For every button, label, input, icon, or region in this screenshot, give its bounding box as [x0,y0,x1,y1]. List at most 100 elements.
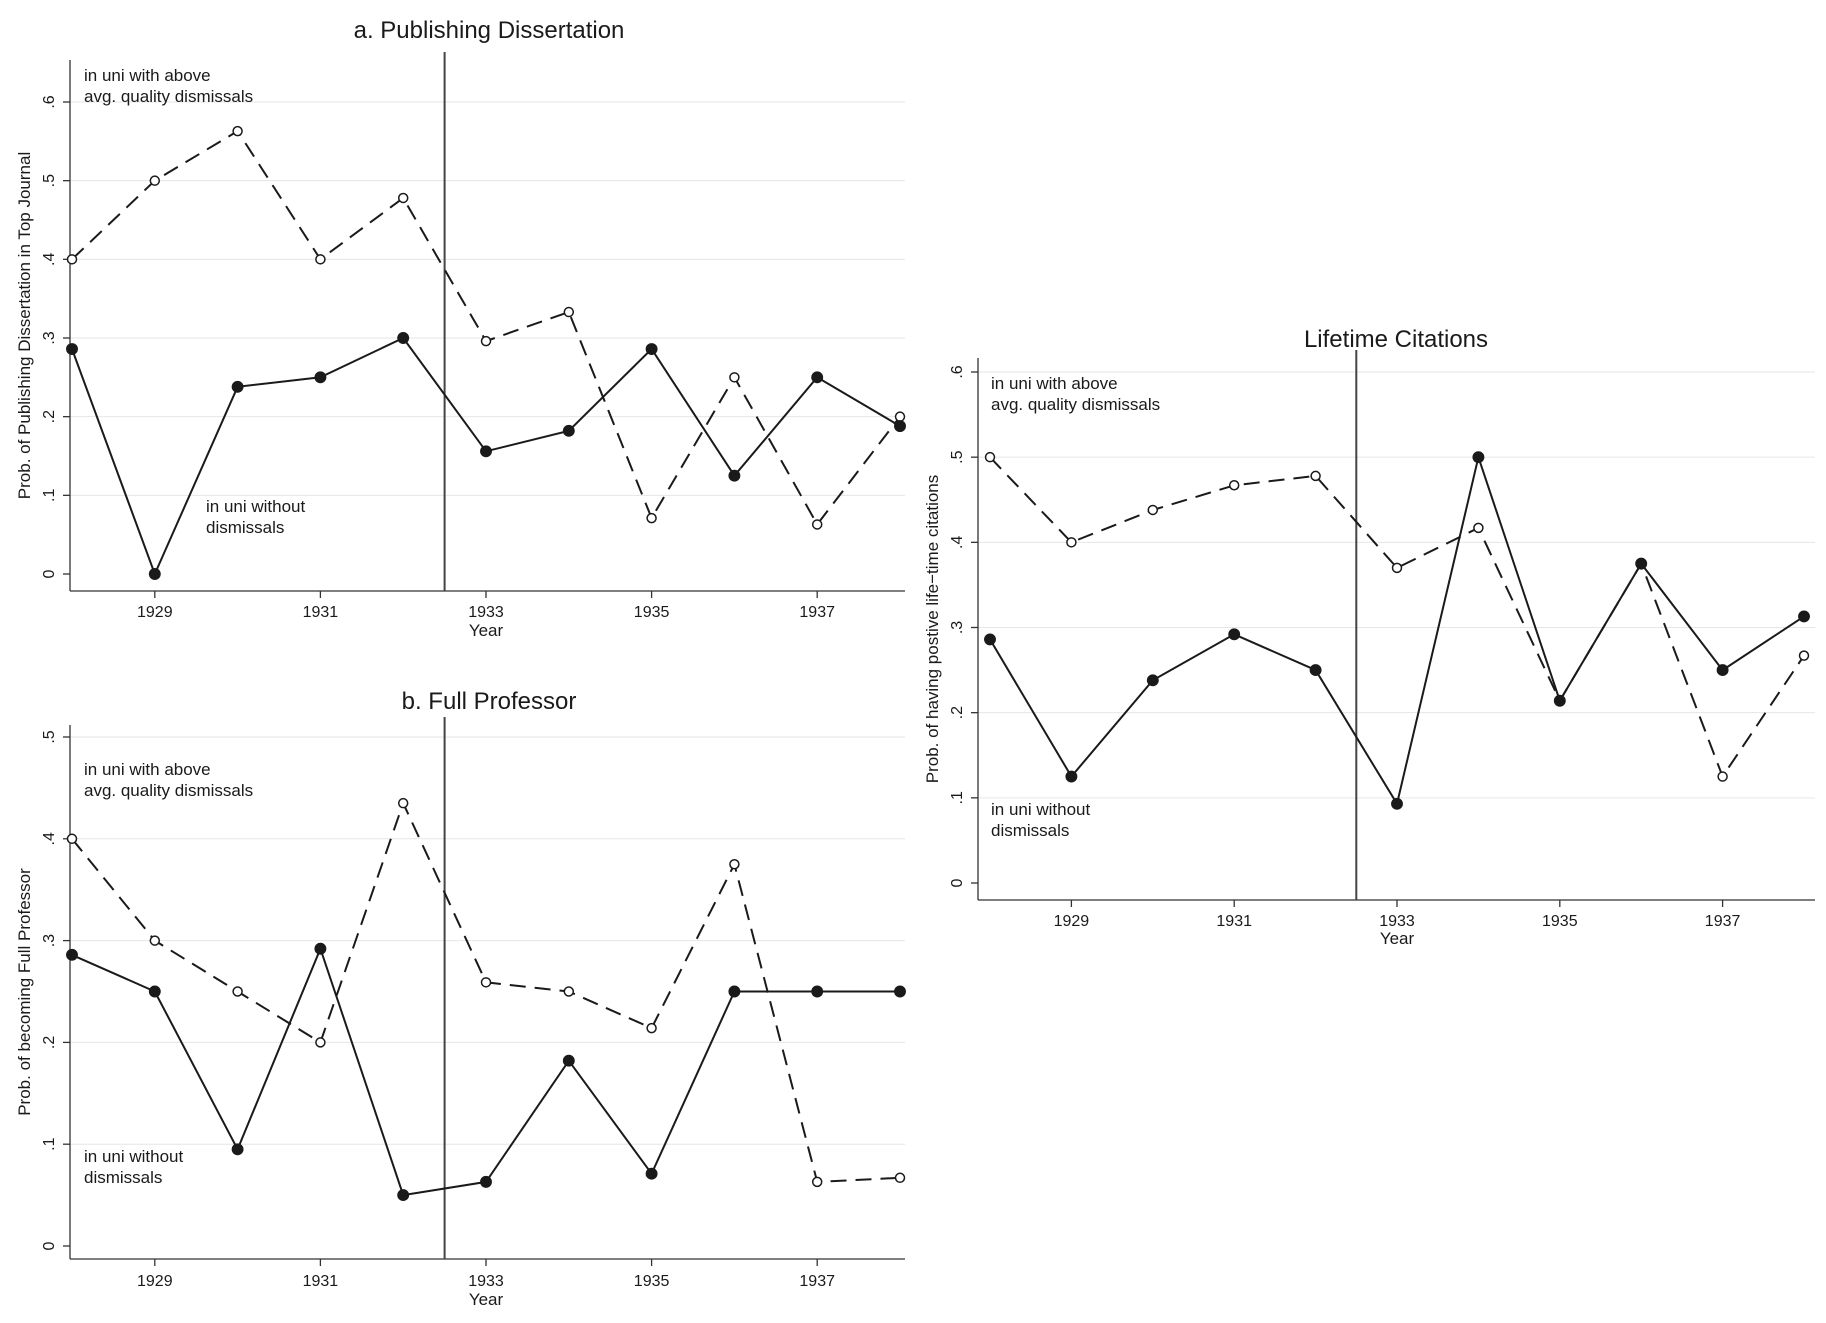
annotation-no-dismissals: in uni without [206,497,306,516]
annotation-dismissals: in uni with above [84,66,211,85]
data-point-no-dismissals [1553,694,1566,707]
data-point-no-dismissals [562,1054,575,1067]
y-axis-title: Prob. of having postive life−time citati… [923,475,942,784]
y-tick-label: .6 [41,95,58,108]
x-axis-title: Year [469,1290,504,1309]
data-point-dismissals [1473,522,1484,534]
data-point-no-dismissals [645,343,658,355]
y-tick-label: .4 [41,832,58,845]
data-point-no-dismissals [645,1167,658,1180]
data-point-no-dismissals [1228,628,1241,641]
data-point-dismissals [66,254,78,265]
y-tick-label: .1 [41,1137,58,1150]
annotation-dismissals: in uni with above [84,760,211,779]
data-point-dismissals [563,986,575,997]
data-point-dismissals [894,411,906,422]
y-tick-label: 0 [41,1241,58,1250]
data-point-no-dismissals [1716,664,1729,677]
x-tick-label: 1935 [634,604,670,621]
data-point-dismissals [232,125,243,137]
data-point-dismissals [480,977,492,988]
data-point-dismissals [149,935,161,946]
y-tick-label: .3 [41,934,58,947]
data-point-no-dismissals [1146,674,1159,687]
data-point-no-dismissals [1309,664,1322,677]
x-tick-label: 1931 [1216,913,1252,930]
x-tick-label: 1937 [799,604,835,621]
annotation-no-dismissals: in uni without [991,800,1091,819]
annotation-no-dismissals: dismissals [991,821,1069,840]
data-point-dismissals [315,254,326,265]
chart-title: a. Publishing Dissertation [354,17,625,44]
data-point-dismissals [66,833,78,845]
y-tick-label: 0 [41,569,58,578]
data-point-dismissals [1391,562,1403,574]
x-tick-label: 1937 [799,1273,835,1290]
x-tick-label: 1935 [1542,913,1578,930]
data-point-no-dismissals [984,633,996,646]
data-point-no-dismissals [894,420,906,433]
data-point-dismissals [315,1037,326,1048]
series-line-dismissals [71,129,901,527]
x-tick-label: 1933 [468,604,504,621]
chart-title: Lifetime Citations [1304,326,1488,353]
y-tick-label: .3 [41,331,58,344]
data-point-dismissals [232,986,243,997]
y-tick-label: .2 [41,1036,58,1049]
y-tick-label: .5 [41,174,58,187]
data-point-no-dismissals [66,343,78,355]
x-tick-label: 1931 [303,1273,339,1290]
y-tick-label: .1 [949,791,966,804]
x-tick-label: 1937 [1705,913,1741,930]
y-tick-label: .5 [41,730,58,743]
x-tick-label: 1935 [634,1273,670,1290]
series-line-dismissals [989,456,1805,779]
data-point-no-dismissals [397,1189,410,1202]
chart-full-professor: 0 .1 .2 .3 .4 .5 1929 1931 1933 1935 1937 b. Full P… [15,688,906,1309]
data-point-dismissals [1228,480,1240,491]
x-tick-label: 1929 [137,604,173,621]
y-tick-label: .1 [41,489,58,502]
data-point-no-dismissals [1391,797,1403,810]
data-point-no-dismissals [66,948,78,961]
annotation-dismissals: avg. quality dismissals [84,87,253,106]
data-point-dismissals [1310,470,1321,482]
data-point-dismissals [149,175,161,186]
annotation-dismissals: in uni with above [991,374,1118,393]
data-point-dismissals [480,335,492,347]
data-point-dismissals [984,451,996,463]
y-tick-label: .4 [949,536,966,549]
data-point-dismissals [563,306,575,318]
x-tick-label: 1931 [303,604,339,621]
data-point-no-dismissals [728,985,741,998]
x-axis-title: Year [469,621,504,640]
data-point-dismissals [646,512,657,524]
y-tick-label: .6 [949,365,966,378]
data-point-no-dismissals [1798,610,1810,623]
data-point-no-dismissals [811,985,824,998]
annotation-no-dismissals: dismissals [206,518,284,537]
data-point-dismissals [1147,504,1159,516]
x-axis-title: Year [1380,929,1415,948]
annotation-no-dismissals: dismissals [84,1168,162,1187]
x-tick-label: 1929 [1054,913,1090,930]
data-point-no-dismissals [231,380,244,393]
x-tick-label: 1933 [1379,913,1415,930]
chart-lifetime-citations: 0 .1 .2 .3 .4 .5 .6 1929 1931 1933 1935 1937 Lifetim… [923,326,1815,948]
y-axis-title: Prob. of Publishing Dissertation in Top … [15,152,34,499]
data-point-dismissals [729,859,740,870]
x-tick-label: 1929 [137,1273,173,1290]
data-point-no-dismissals [480,1175,492,1188]
y-tick-label: .3 [949,621,966,634]
data-point-dismissals [729,372,740,383]
y-tick-label: .2 [41,410,58,423]
data-point-no-dismissals [148,985,161,998]
x-tick-label: 1933 [468,1273,504,1290]
data-point-dismissals [1066,537,1077,548]
data-point-dismissals [1798,650,1810,661]
data-point-no-dismissals [562,424,575,437]
series-line-dismissals [71,800,901,1183]
data-point-no-dismissals [728,469,741,482]
annotation-dismissals: avg. quality dismissals [991,395,1160,414]
